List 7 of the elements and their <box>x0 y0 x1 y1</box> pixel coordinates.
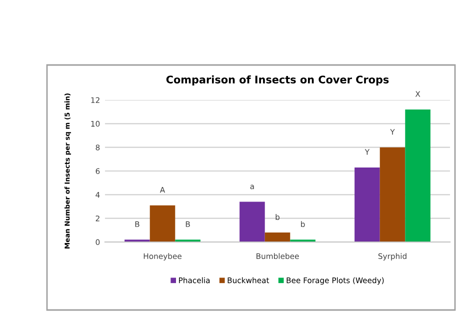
bar <box>354 167 380 242</box>
chart-title: Comparison of Insects on Cover Crops <box>166 75 389 86</box>
bar <box>240 202 265 242</box>
bar <box>264 232 290 242</box>
bar <box>150 205 176 242</box>
bar <box>405 109 430 242</box>
bar <box>380 147 406 242</box>
